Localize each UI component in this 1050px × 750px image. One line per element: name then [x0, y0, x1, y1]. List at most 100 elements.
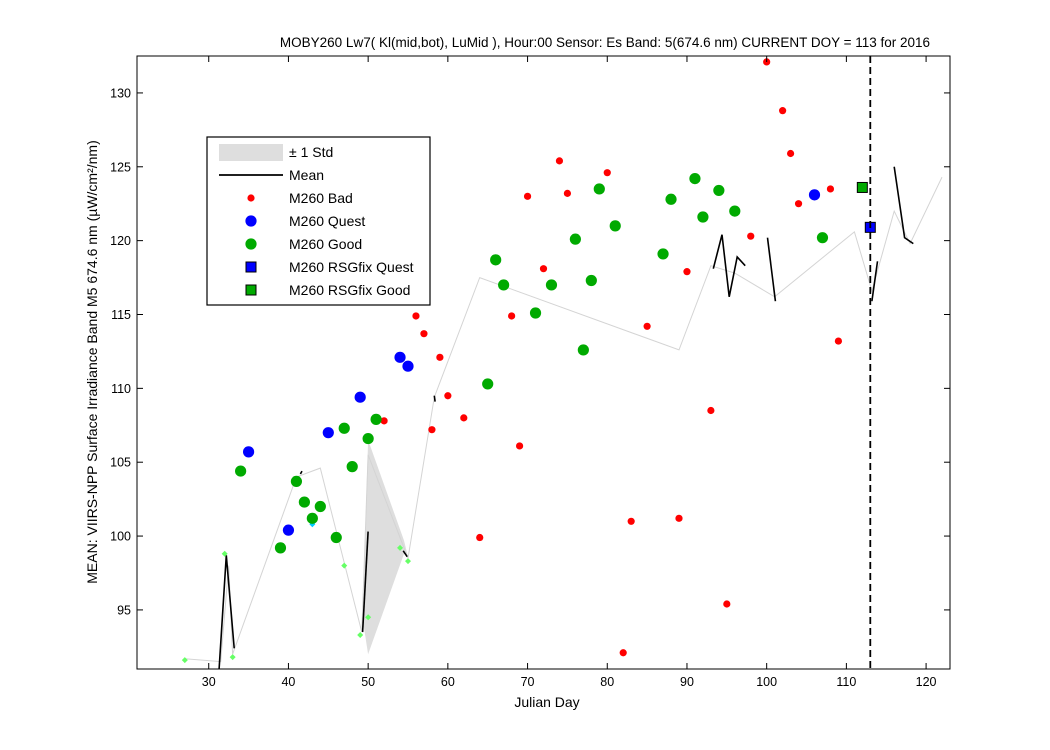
y-axis-label: MEAN: VIIRS-NPP Surface Irradiance Band … — [84, 140, 100, 584]
bad-point — [747, 232, 755, 240]
bad-point — [508, 312, 516, 320]
std-point-marker — [341, 562, 348, 569]
bad-point — [563, 189, 572, 197]
good-point — [569, 233, 581, 245]
x-tick-label: 60 — [441, 675, 455, 689]
x-tick-label: 30 — [202, 675, 216, 689]
good-point — [498, 279, 510, 291]
std-point-marker — [357, 632, 364, 639]
good-point — [330, 531, 342, 544]
bad-point — [436, 353, 444, 361]
good-point — [346, 461, 358, 473]
good-point — [577, 344, 589, 356]
legend-box — [206, 136, 431, 306]
x-tick-label: 50 — [361, 675, 375, 689]
y-tick-label: 100 — [110, 530, 131, 544]
good-point — [370, 413, 382, 425]
std-point-marker — [181, 657, 188, 664]
bad-point — [555, 157, 564, 165]
bad-point — [523, 192, 532, 200]
legend-good-swatch — [245, 238, 257, 250]
mean-line-segment — [712, 234, 746, 297]
good-point — [490, 254, 502, 266]
bad-point — [380, 417, 388, 425]
rsgfix-good-point — [856, 181, 868, 193]
mean-layer — [218, 166, 914, 669]
std-point-marker — [405, 558, 411, 565]
bad-point — [412, 312, 420, 320]
bad-point — [643, 322, 651, 330]
quest-point — [282, 524, 295, 536]
std-point-marker — [397, 544, 404, 551]
legend: ± 1 Std Mean M260 Bad M260 Quest M260 Good M2… — [206, 136, 431, 306]
series-layer — [235, 58, 876, 657]
bad-point — [826, 185, 835, 193]
good-point — [585, 274, 597, 287]
legend-label: M260 Good — [289, 236, 362, 252]
bad-point — [539, 265, 548, 273]
faint-line-layer — [184, 176, 943, 663]
x-tick-label: 70 — [521, 675, 535, 689]
legend-rsgfix-good-swatch — [245, 284, 257, 296]
std-point-marker — [365, 614, 372, 621]
good-point — [298, 496, 310, 508]
mean-line-segment — [402, 550, 408, 558]
good-point — [609, 220, 621, 232]
chart-title: MOBY260 Lw7( Kl(mid,bot), LuMid ), Hour:… — [280, 35, 930, 50]
bad-point — [420, 330, 428, 338]
legend-quest-swatch — [245, 215, 257, 227]
y-tick-label: 110 — [111, 382, 131, 396]
good-point — [274, 542, 287, 554]
legend-label: Mean — [289, 167, 324, 183]
faint-trend-line — [184, 176, 943, 663]
std-band — [362, 440, 408, 655]
x-tick-label: 120 — [916, 675, 937, 689]
bad-point — [675, 514, 683, 522]
std-band-layer — [362, 440, 408, 655]
x-tick-label: 40 — [281, 675, 295, 689]
bad-point — [619, 649, 627, 657]
y-tick-label: 125 — [110, 160, 131, 174]
mean-line-segment — [893, 166, 914, 245]
bad-point — [786, 149, 795, 158]
legend-label: M260 RSGfix Good — [289, 282, 410, 298]
quest-point — [394, 351, 406, 363]
bad-point — [476, 533, 484, 542]
std-point-marker — [221, 550, 228, 557]
axis-layer: 30 40 50 60 70 80 90 100 110 120 95 100 105 110 115 120… — [110, 56, 950, 689]
good-point — [713, 184, 725, 197]
y-tick-label: 105 — [110, 456, 131, 470]
bad-point — [723, 600, 731, 608]
quest-point — [322, 427, 334, 439]
good-point — [529, 307, 542, 319]
mean-line-segment — [299, 470, 303, 475]
bad-point — [444, 392, 452, 400]
legend-label: M260 Quest — [289, 213, 365, 229]
good-point — [545, 279, 558, 291]
bad-point — [779, 107, 787, 115]
mean-line-segment — [218, 555, 235, 669]
legend-bad-swatch — [247, 194, 255, 202]
quest-point — [354, 391, 366, 403]
bad-point — [794, 200, 803, 208]
bad-point — [707, 406, 715, 415]
x-tick-label: 80 — [600, 675, 614, 689]
quest-point — [242, 446, 255, 458]
x-tick-label: 100 — [756, 675, 777, 689]
bad-point — [460, 414, 468, 422]
bad-point — [428, 426, 436, 434]
quest-point — [402, 360, 414, 372]
legend-rsgfix-quest-swatch — [245, 261, 257, 273]
bad-point — [627, 517, 635, 525]
good-point — [697, 211, 709, 223]
plot-frame — [136, 55, 951, 670]
x-tick-label: 110 — [836, 675, 856, 689]
mean-line-segment — [361, 531, 369, 633]
good-point — [306, 512, 318, 524]
bad-point — [683, 268, 691, 276]
good-point — [657, 248, 669, 260]
y-tick-label: 95 — [117, 603, 131, 617]
bad-point — [834, 337, 843, 345]
mean-line-segment — [871, 261, 879, 302]
